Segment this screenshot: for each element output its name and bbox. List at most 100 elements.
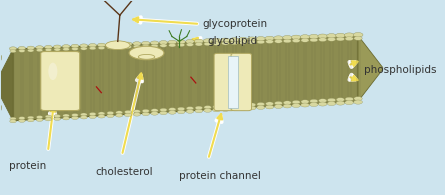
Circle shape [256,36,265,41]
Circle shape [45,118,52,121]
Circle shape [0,57,1,59]
Text: glycolipid: glycolipid [207,36,257,46]
Circle shape [36,116,43,119]
Circle shape [186,110,194,113]
Circle shape [0,92,1,94]
Circle shape [0,55,1,57]
Circle shape [310,38,318,42]
Circle shape [266,40,274,43]
Circle shape [248,41,256,44]
Circle shape [98,115,105,118]
Circle shape [265,36,274,41]
Circle shape [0,58,1,61]
Circle shape [194,39,203,43]
Circle shape [344,33,354,37]
Circle shape [28,116,34,119]
Circle shape [0,93,1,95]
FancyBboxPatch shape [41,51,80,111]
Circle shape [124,113,132,117]
Circle shape [169,108,176,111]
Circle shape [178,43,185,47]
Circle shape [0,94,1,96]
Circle shape [142,112,150,116]
Circle shape [28,49,34,52]
Circle shape [133,113,141,116]
Circle shape [0,55,1,58]
Circle shape [0,73,1,74]
Circle shape [151,112,158,115]
Circle shape [134,45,141,48]
Circle shape [81,113,87,116]
Circle shape [0,108,1,110]
Circle shape [0,92,1,94]
Circle shape [9,47,17,50]
Text: glycoprotein: glycoprotein [203,19,268,29]
Circle shape [54,117,61,121]
FancyBboxPatch shape [231,53,251,111]
Circle shape [142,109,149,113]
Circle shape [186,43,194,46]
Circle shape [292,100,300,104]
Circle shape [0,105,1,107]
Circle shape [327,34,336,38]
Circle shape [283,35,292,40]
Circle shape [125,45,132,49]
Circle shape [292,39,300,43]
Circle shape [345,37,353,41]
Circle shape [54,48,61,51]
Circle shape [301,103,309,107]
Circle shape [266,102,274,105]
Circle shape [0,59,1,61]
Circle shape [195,43,202,46]
Circle shape [0,105,1,107]
Circle shape [177,110,185,114]
Circle shape [265,105,274,109]
Circle shape [257,105,265,109]
Circle shape [0,69,1,71]
Circle shape [10,120,16,123]
Circle shape [107,111,114,115]
Circle shape [63,117,69,120]
Circle shape [0,107,1,109]
Circle shape [257,102,265,106]
Circle shape [36,46,43,49]
Circle shape [319,99,327,103]
Circle shape [0,73,1,75]
Circle shape [159,41,168,45]
Circle shape [222,105,229,108]
Circle shape [63,48,69,51]
Circle shape [0,57,1,59]
Ellipse shape [138,54,155,59]
Circle shape [186,40,194,43]
Circle shape [301,100,309,104]
Circle shape [45,115,52,118]
Polygon shape [0,49,13,121]
Circle shape [354,97,362,101]
Circle shape [80,44,88,48]
Circle shape [0,92,1,94]
Circle shape [19,49,25,52]
Circle shape [353,33,363,37]
Circle shape [134,110,141,113]
Circle shape [195,109,203,113]
Circle shape [213,105,220,109]
Circle shape [257,40,265,44]
FancyBboxPatch shape [214,53,235,111]
Ellipse shape [105,41,130,50]
Circle shape [36,49,43,52]
Circle shape [291,35,301,40]
Circle shape [89,115,96,119]
Circle shape [310,103,318,106]
Circle shape [212,38,221,43]
Circle shape [160,44,167,47]
Circle shape [36,118,43,121]
Circle shape [62,45,70,48]
Circle shape [53,45,61,49]
Circle shape [160,108,167,112]
Circle shape [195,106,202,110]
Circle shape [160,111,167,115]
Circle shape [0,71,1,73]
Circle shape [283,39,291,43]
Circle shape [0,70,1,72]
Circle shape [0,109,1,111]
